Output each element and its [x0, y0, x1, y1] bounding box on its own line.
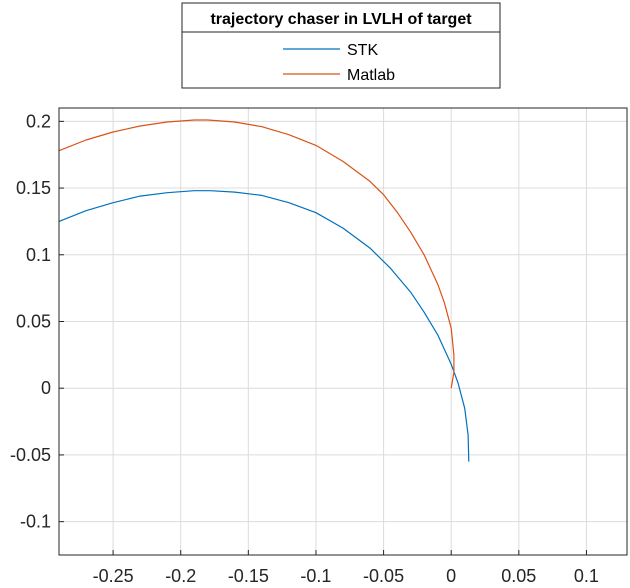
grid: [59, 108, 627, 555]
y-tick-label: 0: [41, 378, 51, 398]
x-axis-ticks: -0.25 -0.2 -0.15 -0.1 -0.05 0 0.05 0.1: [93, 550, 599, 586]
x-tick-label: -0.15: [228, 566, 269, 586]
plot-area: [59, 108, 627, 555]
x-tick-label: -0.25: [93, 566, 134, 586]
series-layer: [58, 119, 470, 462]
series-line-matlab: [58, 119, 455, 389]
y-tick-label: 0.1: [26, 245, 51, 265]
legend-title: trajectory chaser in LVLH of target: [210, 11, 472, 28]
x-tick-label: -0.05: [363, 566, 404, 586]
y-tick-label: 0.05: [16, 311, 51, 331]
y-axis-ticks: -0.1 -0.05 0 0.05 0.1 0.15 0.2: [10, 111, 64, 532]
axes: [58, 107, 628, 556]
y-tick-label: -0.05: [10, 445, 51, 465]
y-tick-label: 0.2: [26, 111, 51, 131]
x-tick-label: 0.1: [574, 566, 599, 586]
legend-entry-matlab[interactable]: Matlab: [283, 67, 395, 84]
series-line-stk: [58, 190, 470, 462]
legend-box: [181, 2, 501, 89]
legend-label-matlab: Matlab: [347, 67, 395, 84]
y-tick-label: 0.15: [16, 178, 51, 198]
legend-label-stk: STK: [347, 42, 378, 59]
plot-frame: [58, 107, 628, 556]
x-tick-label: -0.2: [165, 566, 196, 586]
legend[interactable]: trajectory chaser in LVLH of target STK …: [181, 2, 501, 89]
legend-entry-stk[interactable]: STK: [283, 42, 378, 59]
x-tick-label: 0: [446, 566, 456, 586]
y-tick-label: -0.1: [20, 512, 51, 532]
x-tick-label: -0.1: [300, 566, 331, 586]
x-tick-label: 0.05: [501, 566, 536, 586]
